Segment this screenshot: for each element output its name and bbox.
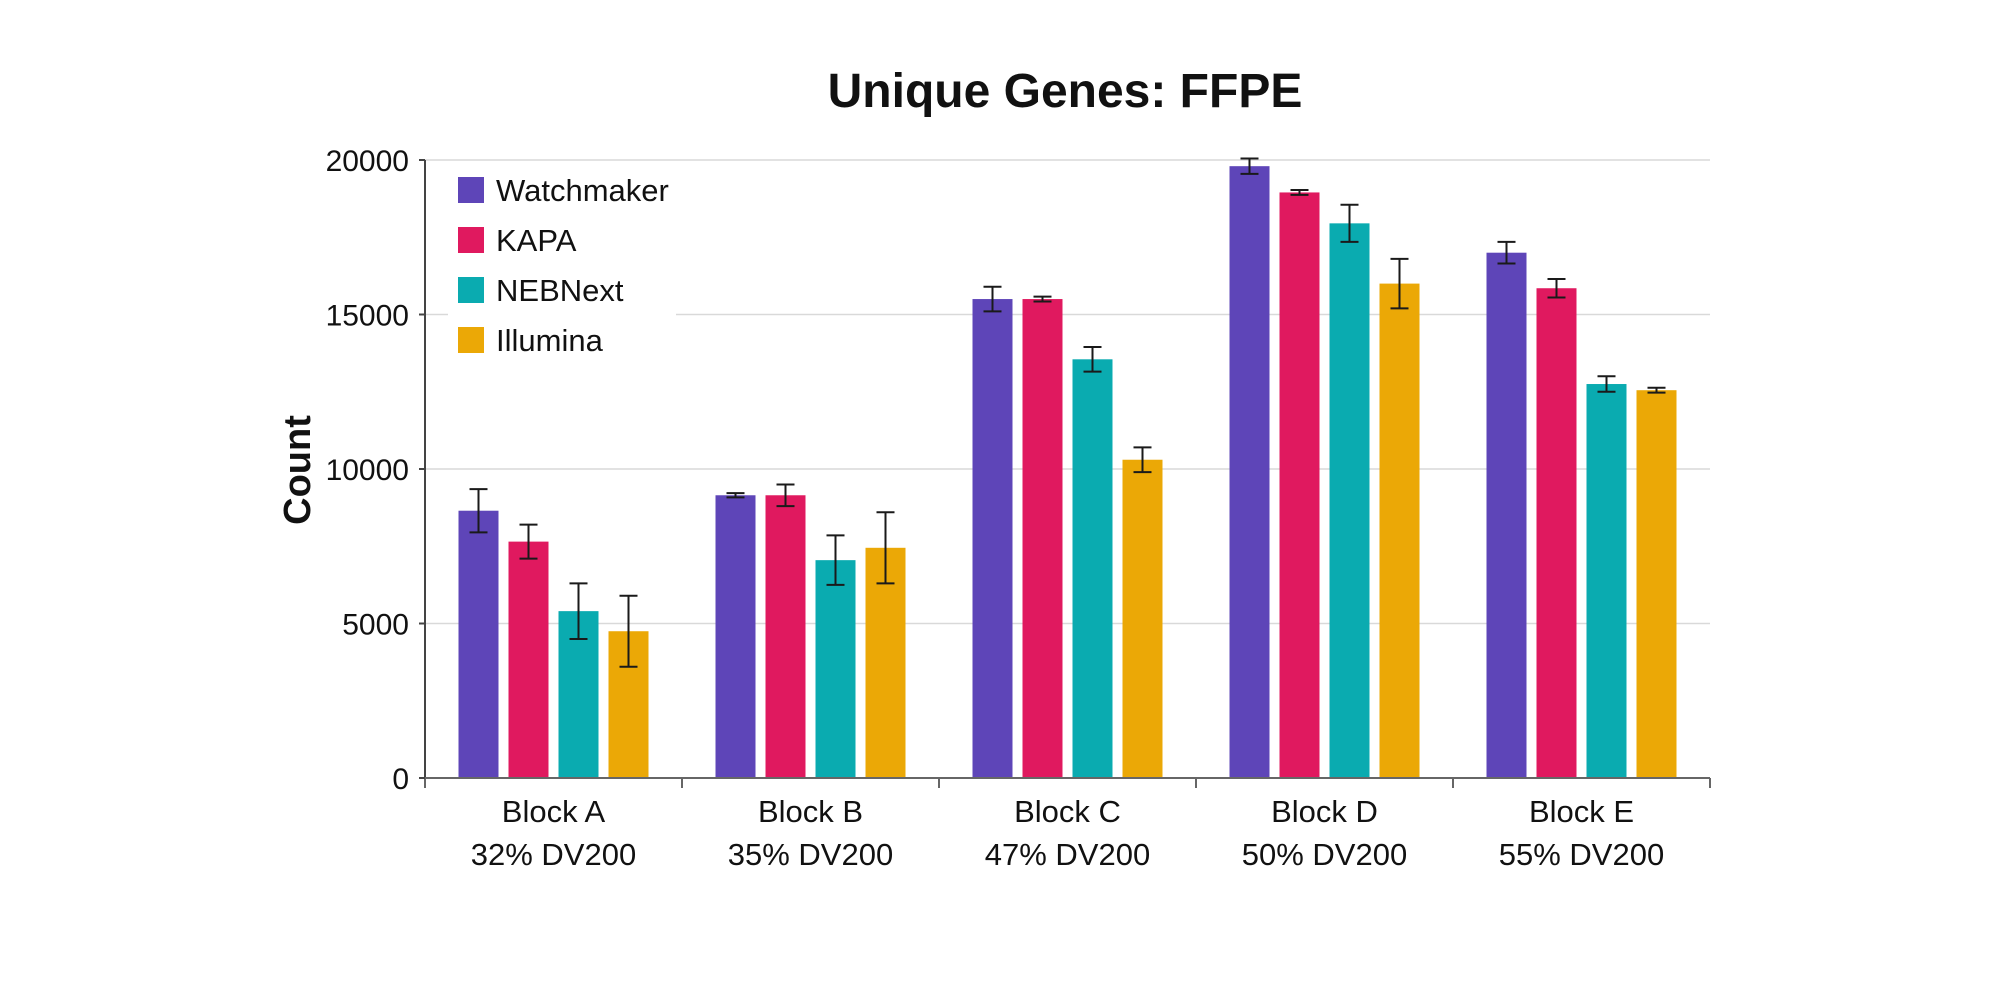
x-category-line: Block D (1271, 794, 1378, 829)
bar (715, 495, 756, 778)
bar (458, 510, 499, 778)
legend-label: Illumina (496, 323, 604, 358)
bar (1329, 223, 1370, 779)
bar (765, 495, 806, 778)
bar (1486, 252, 1527, 778)
x-category-line: 50% DV200 (1242, 837, 1407, 872)
y-ticks: 0 5000 10000 15000 20000 (326, 145, 409, 796)
x-category-line: Block B (758, 794, 863, 829)
y-tick-label: 5000 (342, 609, 409, 642)
error-bars (469, 157, 1666, 668)
legend-background (448, 166, 676, 366)
bar (508, 541, 549, 778)
legend-swatch (458, 177, 484, 203)
legend-swatch (458, 277, 484, 303)
y-tick-label: 15000 (326, 300, 409, 333)
bar (1379, 283, 1420, 778)
y-tick-label: 10000 (326, 454, 409, 487)
legend: Watchmaker KAPA NEBNext Illumina (448, 166, 676, 366)
bar (865, 547, 906, 778)
x-category-label: Block D 50% DV200 (1242, 794, 1407, 872)
x-category-line: Block A (502, 794, 606, 829)
x-category-line: 55% DV200 (1499, 837, 1664, 872)
bar (1636, 390, 1677, 778)
x-category-line: 32% DV200 (471, 837, 636, 872)
chart-title: Unique Genes: FFPE (828, 65, 1303, 118)
legend-label: NEBNext (496, 273, 624, 308)
bar (1586, 384, 1627, 778)
y-axis-label: Count (277, 415, 319, 525)
bar (1022, 299, 1063, 778)
legend-swatch (458, 327, 484, 353)
x-category-line: Block C (1014, 794, 1121, 829)
legend-label: KAPA (496, 223, 577, 258)
legend-swatch (458, 227, 484, 253)
bars (458, 166, 1677, 779)
bar (1536, 288, 1577, 778)
x-category-label: Block B 35% DV200 (728, 794, 893, 872)
bar (1122, 459, 1163, 778)
x-category-label: Block E 55% DV200 (1499, 794, 1664, 872)
x-category-line: 47% DV200 (985, 837, 1150, 872)
y-tick-label: 20000 (326, 145, 409, 178)
legend-label: Watchmaker (496, 173, 669, 208)
x-category-label: Block C 47% DV200 (985, 794, 1150, 872)
bar (1279, 192, 1320, 778)
axes (419, 159, 1711, 788)
y-tick-label: 0 (392, 763, 409, 796)
bar (972, 299, 1013, 778)
x-categories: Block A 32% DV200 Block B 35% DV200 Block C 4… (471, 794, 1664, 872)
x-category-label: Block A 32% DV200 (471, 794, 636, 872)
x-category-line: 35% DV200 (728, 837, 893, 872)
bar (1072, 359, 1113, 778)
bar (1229, 166, 1270, 778)
x-category-line: Block E (1529, 794, 1634, 829)
bar (815, 560, 856, 778)
